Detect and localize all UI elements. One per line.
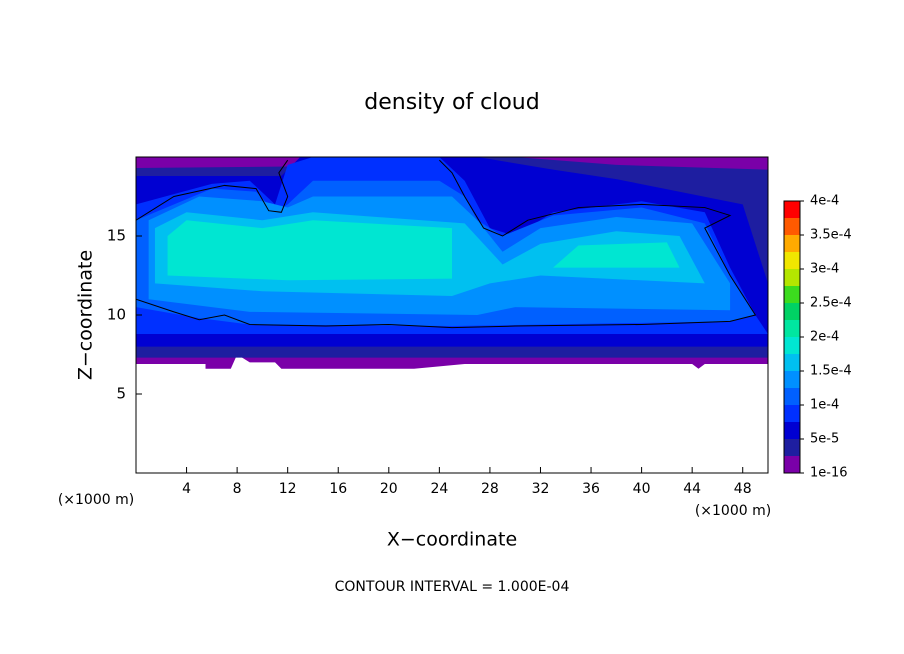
chart-title: density of cloud <box>364 90 539 115</box>
y-axis-unit: (×1000 m) <box>58 492 134 508</box>
colorbar-band <box>784 456 800 473</box>
contour-line <box>136 159 757 329</box>
y-tick-label: 10 <box>107 306 126 324</box>
x-tick-label: 40 <box>633 481 651 497</box>
colorbar-band <box>784 337 800 354</box>
colorbar-tick-label: 4e-4 <box>810 194 839 209</box>
x-tick-label: 44 <box>683 481 701 497</box>
colorbar-band <box>784 320 800 337</box>
annotation: CONTOUR INTERVAL = 1.000E-04 <box>335 579 570 595</box>
contour-region <box>167 220 452 281</box>
x-tick-label: 36 <box>582 481 600 497</box>
x-axis-unit: (×1000 m) <box>695 503 771 519</box>
colorbar-band <box>784 286 800 303</box>
x-tick-label: 16 <box>329 481 347 497</box>
x-tick-label: 28 <box>481 481 499 497</box>
colorbar-band <box>784 422 800 439</box>
x-tick-label: 48 <box>734 481 752 497</box>
x-tick-label: 24 <box>430 481 448 497</box>
y-tick-label: 5 <box>116 385 126 403</box>
x-tick-label: 32 <box>532 481 550 497</box>
colorbar-band <box>784 388 800 405</box>
contour-line <box>136 159 289 221</box>
colorbar-band <box>784 235 800 252</box>
colorbar-tick-label: 2e-4 <box>810 330 839 345</box>
colorbar-band <box>784 405 800 422</box>
x-tick-label: 20 <box>380 481 398 497</box>
x-tick-label: 12 <box>279 481 297 497</box>
contour-region <box>553 242 680 268</box>
colorbar-tick-label: 3e-4 <box>810 262 839 277</box>
x-axis-label: X−coordinate <box>387 529 517 551</box>
colorbar-band <box>784 201 800 218</box>
colorbar-band <box>784 252 800 269</box>
colorbar-band <box>784 439 800 456</box>
colorbar-tick-label: 1.5e-4 <box>810 364 852 379</box>
colorbar-band <box>784 269 800 286</box>
x-tick-label: 8 <box>233 481 242 497</box>
x-tick-label: 4 <box>182 481 191 497</box>
colorbar-band <box>784 218 800 235</box>
colorbar-band <box>784 371 800 388</box>
colorbar-tick-label: 5e-5 <box>810 432 839 447</box>
colorbar-tick-label: 3.5e-4 <box>810 228 852 243</box>
colorbar-tick-label: 1e-16 <box>810 466 848 481</box>
y-axis-label: Z−coordinate <box>75 250 97 380</box>
contour-field <box>136 157 768 369</box>
colorbar-tick-label: 1e-4 <box>810 398 839 413</box>
y-tick-label: 15 <box>107 227 126 245</box>
colorbar-band <box>784 354 800 371</box>
colorbar-tick-label: 2.5e-4 <box>810 296 852 311</box>
colorbar-band <box>784 303 800 320</box>
